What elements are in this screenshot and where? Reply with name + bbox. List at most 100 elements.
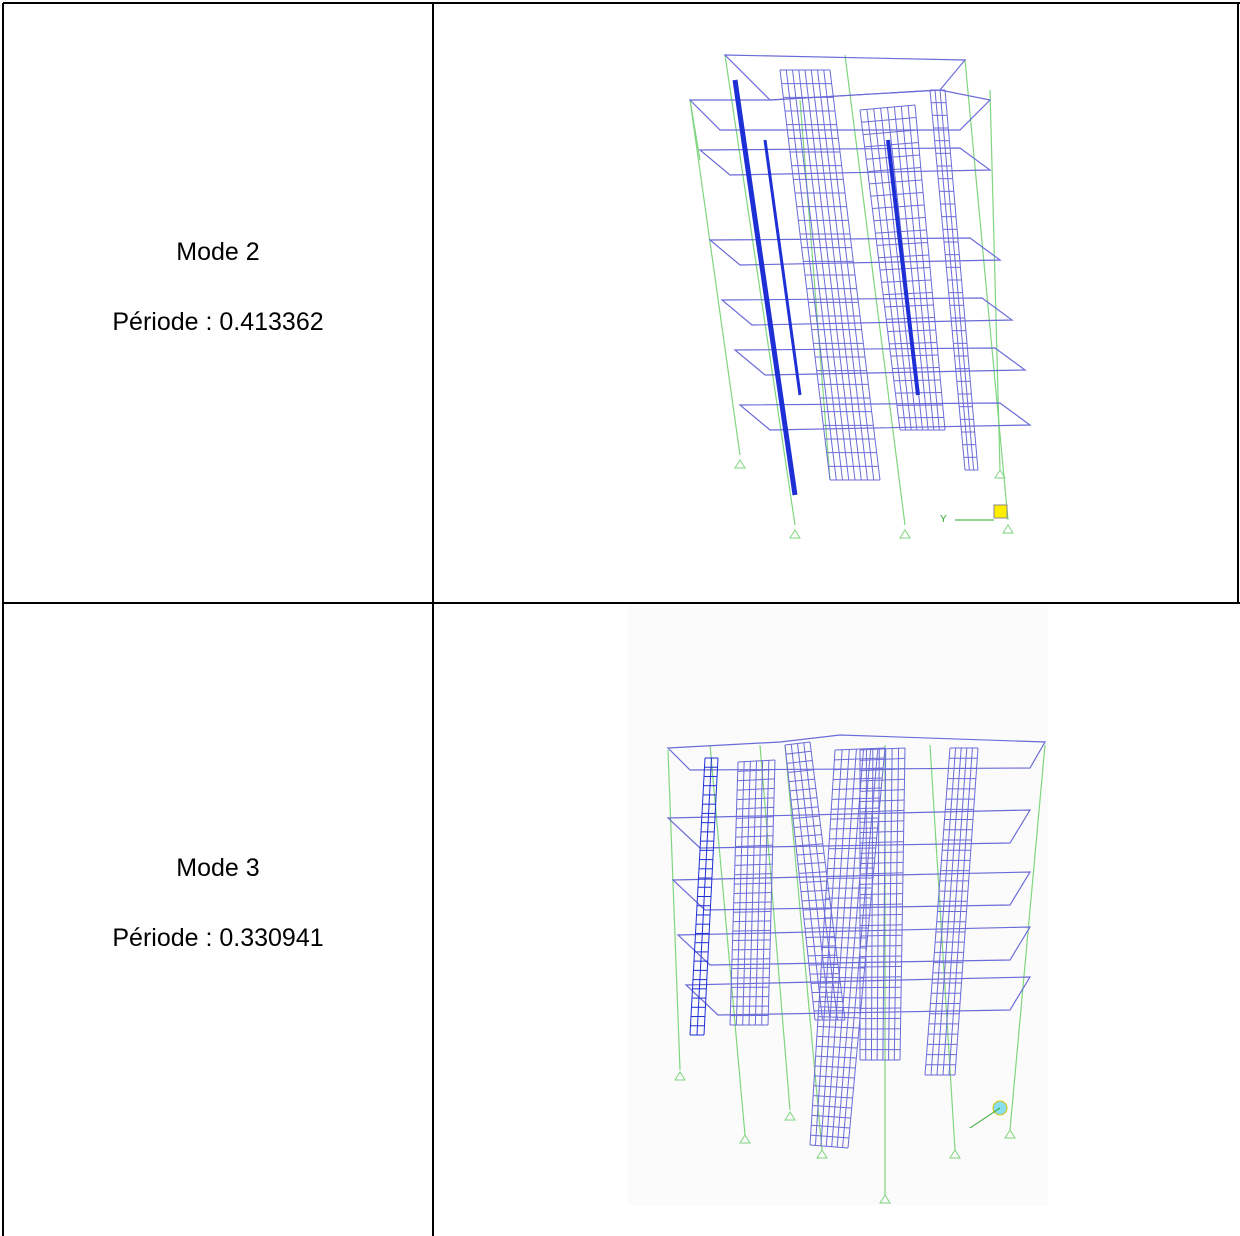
wall-mesh — [859, 893, 903, 896]
wall-mesh — [859, 955, 902, 958]
wall-mesh — [733, 892, 772, 894]
column — [799, 99, 831, 481]
wall-mesh — [735, 825, 774, 829]
floor — [738, 402, 1032, 431]
wall-mesh — [867, 167, 921, 173]
wall-mesh — [859, 913, 903, 916]
wall-mesh — [731, 958, 770, 960]
wall-mesh — [734, 873, 773, 876]
floor — [666, 809, 1032, 849]
period-label: Période : 0.330941 — [112, 924, 324, 952]
column — [667, 749, 681, 1071]
mode-shape-image — [666, 734, 1047, 1204]
floor — [684, 976, 1032, 1016]
wall-mesh — [819, 986, 863, 989]
wall-mesh — [859, 757, 905, 761]
wall-mesh — [833, 777, 883, 781]
wall-mesh — [794, 834, 822, 838]
wall-mesh — [732, 929, 771, 932]
wall-mesh — [864, 142, 919, 148]
wall-mesh — [785, 750, 812, 755]
mode-shape-image — [688, 54, 1032, 539]
wall-mesh — [732, 939, 771, 941]
wall-mesh — [814, 1065, 856, 1069]
support — [1002, 524, 1014, 534]
wall-mesh — [734, 882, 772, 885]
wall-mesh — [822, 947, 867, 949]
wall-mesh — [733, 910, 772, 913]
wall-mesh — [812, 1105, 852, 1109]
wall-mesh — [859, 976, 902, 978]
support — [674, 1071, 686, 1081]
support — [949, 1149, 961, 1159]
shear-wall — [886, 139, 920, 396]
wall-mesh — [861, 117, 917, 123]
wall-mesh — [793, 824, 821, 828]
wall-mesh — [834, 757, 885, 761]
mode-label: Mode 3 — [176, 854, 260, 882]
wall-mesh — [859, 872, 904, 875]
wall-mesh — [733, 901, 772, 904]
wall-mesh — [829, 827, 878, 830]
wall-mesh — [810, 1134, 849, 1139]
column — [1009, 744, 1046, 1131]
wall-mesh — [802, 908, 832, 911]
wall-mesh — [799, 880, 828, 883]
shear-wall — [763, 139, 802, 396]
wall-mesh — [813, 1085, 854, 1089]
floor — [720, 297, 1014, 326]
column — [844, 54, 906, 526]
wall-mesh — [792, 815, 820, 819]
support — [879, 1194, 891, 1204]
wall-mesh — [831, 807, 880, 810]
wall-mesh — [833, 767, 884, 771]
wall-mesh — [827, 867, 874, 869]
wall-mesh — [797, 861, 826, 865]
wall-mesh — [737, 778, 775, 782]
wall-mesh — [784, 741, 811, 746]
wall-mesh — [859, 841, 904, 844]
shear-wall — [732, 79, 798, 496]
wall-mesh — [816, 1035, 859, 1039]
wall-mesh — [834, 747, 886, 751]
floor — [698, 147, 992, 176]
support — [899, 529, 911, 539]
wall-mesh — [787, 769, 814, 773]
wall-mesh — [733, 920, 771, 923]
wall-mesh — [859, 778, 905, 782]
wall-mesh — [830, 817, 879, 820]
wall-mesh — [736, 797, 775, 801]
wall-mesh — [873, 217, 926, 222]
wall-mesh — [790, 797, 818, 801]
wall-mesh — [859, 934, 903, 937]
column — [784, 744, 823, 1151]
axis-cube — [993, 504, 1008, 519]
wall-mesh — [820, 976, 864, 979]
mode-label: Mode 2 — [176, 238, 260, 266]
wall-mesh — [811, 1124, 850, 1129]
support — [734, 459, 746, 469]
wall-mesh — [806, 945, 836, 948]
wall-mesh — [859, 799, 905, 803]
column — [689, 99, 741, 456]
axis-line — [969, 1107, 1001, 1129]
support — [739, 1134, 751, 1144]
wall-mesh — [786, 760, 813, 764]
floor — [688, 89, 992, 131]
wall-mesh — [859, 768, 905, 772]
wall-mesh — [815, 1055, 857, 1059]
wall-mesh — [818, 1006, 861, 1009]
floor — [723, 54, 967, 101]
column — [724, 54, 796, 526]
column — [689, 99, 701, 161]
support — [994, 469, 1006, 479]
wall-mesh — [828, 847, 876, 850]
wall-mesh — [736, 816, 774, 819]
support — [1004, 1129, 1016, 1139]
wall-mesh — [859, 882, 903, 885]
wall-mesh — [859, 830, 904, 834]
wall-mesh — [735, 854, 773, 857]
